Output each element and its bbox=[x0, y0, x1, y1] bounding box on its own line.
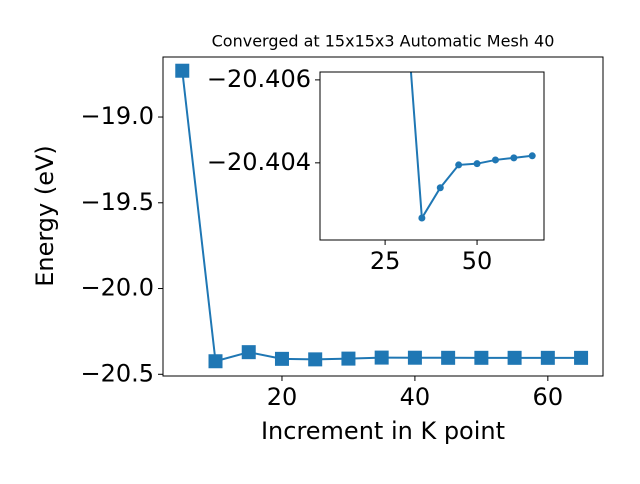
y-tick-label: −19.0 bbox=[80, 102, 154, 130]
plot-content bbox=[175, 63, 589, 369]
x-tick-label: 40 bbox=[400, 383, 431, 411]
marker bbox=[528, 152, 536, 160]
marker bbox=[540, 350, 555, 365]
chart-title: Converged at 15x15x3 Automatic Mesh 40 bbox=[212, 32, 555, 51]
plot-area bbox=[320, 72, 544, 240]
marker bbox=[407, 350, 422, 365]
plot-content bbox=[409, 72, 536, 222]
x-tick-label: 60 bbox=[533, 383, 564, 411]
marker bbox=[175, 63, 190, 78]
y-tick-label: −20.406 bbox=[207, 65, 311, 93]
axes-frame bbox=[162, 56, 604, 377]
marker bbox=[241, 345, 256, 360]
marker bbox=[308, 352, 323, 367]
marker bbox=[274, 351, 289, 366]
marker bbox=[436, 184, 444, 192]
marker bbox=[208, 354, 223, 369]
marker bbox=[474, 350, 489, 365]
axes-frame bbox=[319, 71, 545, 241]
marker bbox=[418, 214, 426, 222]
marker bbox=[510, 154, 518, 162]
marker bbox=[473, 160, 481, 168]
x-tick-label: 25 bbox=[370, 247, 401, 275]
x-tick-label: 50 bbox=[462, 247, 493, 275]
y-axis-label: Energy (eV) bbox=[31, 145, 59, 287]
x-tick-label: 20 bbox=[267, 383, 298, 411]
marker bbox=[574, 350, 589, 365]
y-tick-label: −20.5 bbox=[80, 359, 154, 387]
marker bbox=[441, 350, 456, 365]
y-tick-label: −19.5 bbox=[80, 188, 154, 216]
marker bbox=[507, 350, 522, 365]
y-tick-label: −20.404 bbox=[207, 148, 311, 176]
x-axis-label: Increment in K point bbox=[261, 417, 505, 445]
marker bbox=[491, 156, 499, 164]
marker bbox=[341, 351, 356, 366]
y-tick-label: −20.0 bbox=[80, 274, 154, 302]
marker bbox=[374, 350, 389, 365]
marker bbox=[455, 161, 463, 169]
